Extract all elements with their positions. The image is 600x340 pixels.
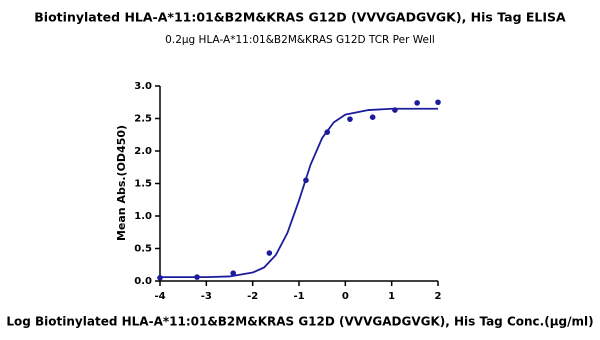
data-point [347,116,353,122]
y-axis-label: Mean Abs.(OD450) [115,125,128,241]
x-tick-label: -1 [293,291,304,302]
fit-curve [160,107,438,278]
x-axis-label: Log Biotinylated HLA-A*11:01&B2M&KRAS G1… [6,315,593,329]
data-point [369,114,376,120]
data-point [266,250,273,256]
y-tick-label: 0.0 [134,276,152,287]
data-point [435,99,441,106]
data-point [230,270,237,277]
x-tick-label: -2 [247,291,258,302]
chart-subtitle: 0.2μg HLA-A*11:01&B2M&KRAS G12D TCR Per … [165,34,435,46]
data-point [414,100,420,106]
y-tick-label: 3.0 [134,81,152,92]
y-tick-label: 2.5 [134,114,152,125]
x-tick-label: 0 [342,291,349,302]
x-tick-label: -4 [154,291,165,302]
y-tick-label: 2.0 [134,146,152,157]
x-tick-label: 2 [435,291,442,302]
y-tick-label: 1.0 [134,211,152,222]
x-tick-label: 1 [388,291,395,302]
chart-title: Biotinylated HLA-A*11:01&B2M&KRAS G12D (… [34,10,566,25]
x-tick-label: -3 [201,291,212,302]
y-tick-label: 0.5 [134,244,152,255]
y-tick-label: 1.5 [134,179,152,190]
